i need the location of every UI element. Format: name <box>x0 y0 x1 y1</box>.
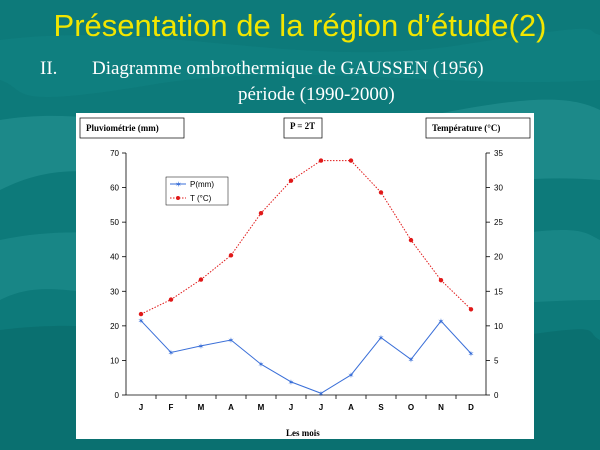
xtick-label: N <box>438 403 444 412</box>
ytick-left-label: 70 <box>110 149 119 158</box>
xtick-label: J <box>319 403 323 412</box>
precipitation-point: ✶ <box>168 348 175 357</box>
legend-temp-marker <box>176 196 180 200</box>
ytick-right-label: 5 <box>494 356 499 365</box>
ylabel-left-box <box>79 117 185 139</box>
ytick-right-label: 0 <box>494 391 499 400</box>
precipitation-point: ✶ <box>198 342 205 351</box>
chart-title-box <box>283 117 323 139</box>
temperature-point <box>438 278 444 283</box>
temperature-point <box>378 190 384 195</box>
ytick-left-label: 10 <box>110 356 119 365</box>
precipitation-point: ✶ <box>288 378 295 387</box>
ytick-right-label: 30 <box>494 184 503 193</box>
temperature-point <box>408 237 414 243</box>
ytick-left-label: 40 <box>110 253 119 262</box>
ytick-right-label: 15 <box>494 287 503 296</box>
precipitation-point: ✶ <box>348 371 355 380</box>
temperature-point <box>198 277 204 282</box>
ytick-right-label: 35 <box>494 149 503 158</box>
legend: ✶ P(mm) T (°C) <box>165 176 229 206</box>
ylabel-right-box <box>425 117 531 139</box>
xtick-label: D <box>468 403 474 412</box>
ytick-right-label: 10 <box>494 322 503 331</box>
xtick-label: A <box>228 403 234 412</box>
temperature-point <box>258 210 264 216</box>
xtick-label: F <box>169 403 174 412</box>
legend-temp-label: T (°C) <box>190 194 212 203</box>
ytick-right-label: 20 <box>494 253 503 262</box>
xtick-label: O <box>408 403 414 412</box>
chart-title: P = 2T <box>290 121 315 131</box>
temperature-point <box>468 307 474 312</box>
ytick-left-label: 50 <box>110 218 119 227</box>
temperature-point <box>318 158 324 163</box>
legend-precip-marker: ✶ <box>175 180 182 189</box>
temperature-point <box>288 178 294 183</box>
xtick-label: J <box>139 403 143 412</box>
xtick-label: J <box>289 403 293 412</box>
precipitation-point: ✶ <box>318 389 325 398</box>
subtitle-line1: Diagramme ombrothermique de GAUSSEN (195… <box>92 58 484 79</box>
ytick-left-label: 0 <box>115 391 120 400</box>
precipitation-point: ✶ <box>228 336 235 345</box>
temperature-line <box>140 160 472 315</box>
ytick-right-label: 25 <box>494 218 503 227</box>
ylabel-right: Température (°C) <box>432 123 500 133</box>
precipitation-point: ✶ <box>258 360 265 369</box>
ylabel-left: Pluviométrie (mm) <box>86 123 159 133</box>
legend-box <box>165 176 229 206</box>
subtitle-number: II. <box>40 58 58 79</box>
ombrothermic-chart: Pluviométrie (mm) P = 2T Température (°C… <box>79 117 531 438</box>
precipitation-point: ✶ <box>138 317 145 326</box>
precipitation-point: ✶ <box>438 317 445 326</box>
x-axis-label: Les mois <box>286 428 320 438</box>
subtitle-line2: période (1990-2000) <box>238 84 395 105</box>
precipitation-point: ✶ <box>408 355 415 364</box>
temperature-point <box>228 253 234 258</box>
temperature-point <box>348 158 354 163</box>
chart-panel: Pluviométrie (mm) P = 2T Température (°C… <box>76 113 534 439</box>
ytick-left-label: 20 <box>110 322 119 331</box>
xtick-label: A <box>348 403 354 412</box>
temperature-point <box>168 297 174 302</box>
xtick-label: M <box>258 403 265 412</box>
precipitation-point: ✶ <box>468 350 475 359</box>
xtick-label: S <box>378 403 384 412</box>
ytick-left-label: 30 <box>110 287 119 296</box>
slide-title: Présentation de la région d’étude(2) <box>53 8 547 43</box>
precipitation-line <box>140 320 472 394</box>
ytick-left-label: 60 <box>110 184 119 193</box>
temperature-point <box>138 311 144 317</box>
precipitation-point: ✶ <box>378 334 385 343</box>
legend-precip-label: P(mm) <box>190 180 214 189</box>
xtick-label: M <box>198 403 205 412</box>
